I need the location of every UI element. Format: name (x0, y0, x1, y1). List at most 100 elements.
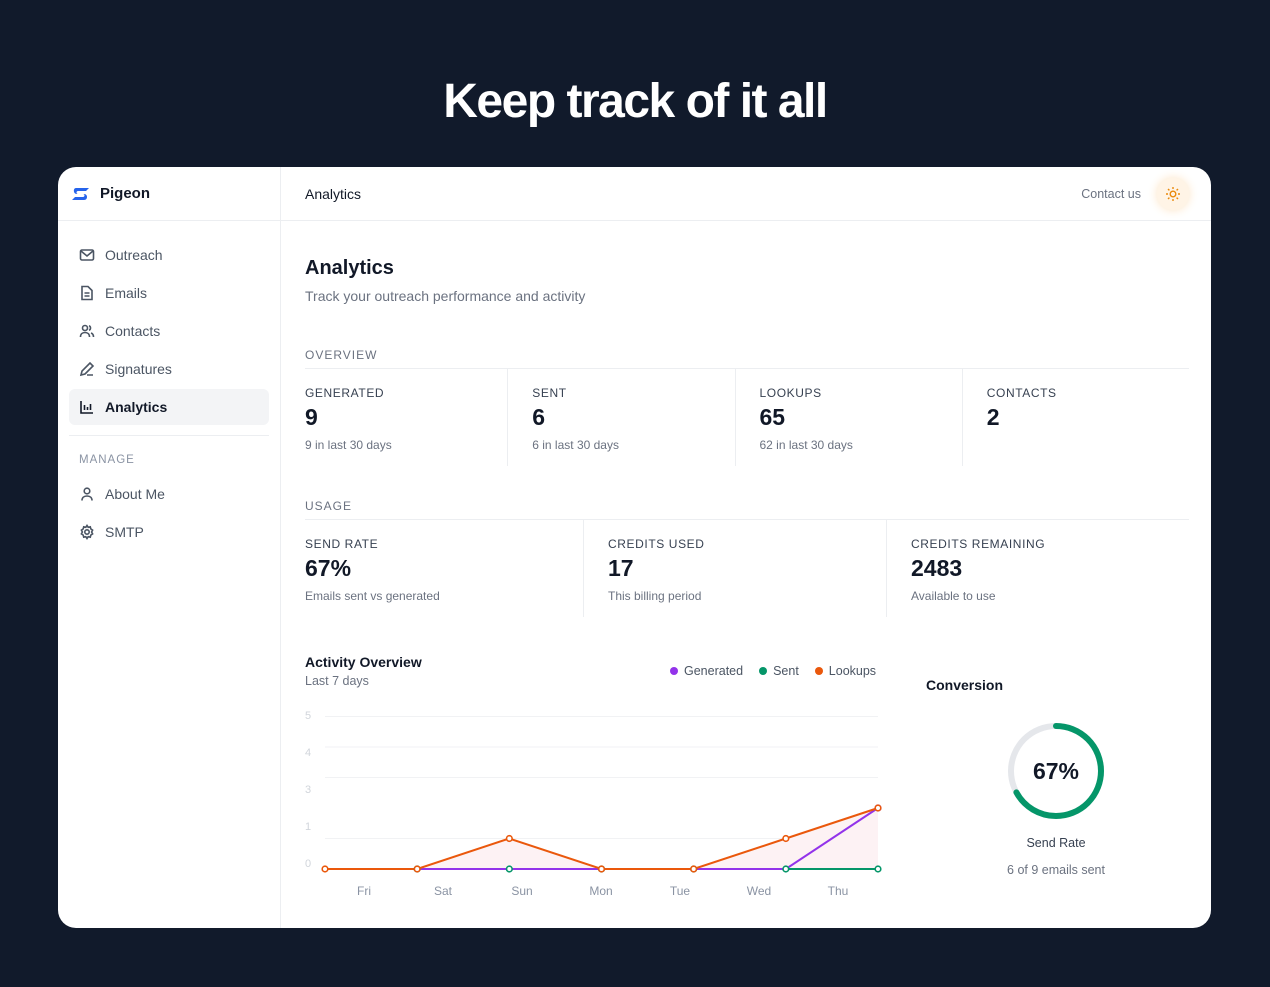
sidebar-item-outreach[interactable]: Outreach (69, 237, 269, 273)
sidebar-item-signatures[interactable]: Signatures (69, 351, 269, 387)
y-tick-label: 5 (305, 710, 311, 722)
activity-chart: 5 4 3 1 0 Fri Sat Sun Mon Tue Wed Thu (305, 710, 882, 898)
stat-card-credits-remaining: CREDITS REMAINING 2483 Available to use (887, 520, 1189, 617)
legend-label: Sent (773, 664, 799, 678)
sidebar-item-label: Emails (105, 285, 148, 301)
sidebar-item-contacts[interactable]: Contacts (69, 313, 269, 349)
stat-card-contacts: CONTACTS 2 (963, 369, 1189, 466)
legend-item-lookups[interactable]: Lookups (814, 664, 877, 678)
mail-icon (79, 249, 95, 261)
bar-chart-icon (80, 401, 93, 414)
stat-value: 65 (759, 404, 786, 430)
x-tick-label: Thu (828, 884, 849, 898)
data-point-lookups (597, 865, 606, 873)
stat-detail: Emails sent vs generated (305, 589, 440, 603)
stat-value: 6 (532, 404, 546, 430)
stat-detail: 62 in last 30 days (759, 438, 853, 452)
data-point-lookups (505, 834, 513, 843)
stat-detail: This billing period (608, 589, 702, 603)
chart-subtitle: Last 7 days (305, 674, 369, 688)
hero-title: Keep track of it all (443, 75, 828, 128)
header-title: Analytics (305, 185, 362, 202)
usage-label: USAGE (305, 499, 1189, 520)
stat-value: 9 (305, 404, 318, 430)
stat-value: 17 (608, 555, 634, 581)
gear-icon (80, 524, 94, 540)
top-bar: Analytics Contact us (281, 167, 1211, 221)
stat-card-lookups: LOOKUPS 65 62 in last 30 days (736, 369, 963, 466)
data-point-lookups (690, 865, 698, 873)
x-tick-label: Wed (747, 884, 771, 898)
stat-detail: Available to use (911, 589, 996, 603)
brand[interactable]: Pigeon (58, 167, 280, 221)
x-tick-label: Tue (670, 884, 691, 898)
stat-detail: 6 in last 30 days (532, 438, 619, 452)
user-icon (81, 487, 93, 501)
pen-icon (79, 361, 95, 377)
page-subtitle: Track your outreach performance and acti… (305, 288, 586, 304)
stat-card-generated: GENERATED 9 9 in last 30 days (305, 369, 509, 466)
activity-header: Activity Overview Last 7 days (305, 654, 422, 688)
page-title: Analytics (305, 257, 394, 279)
stat-label: SENT (532, 386, 567, 400)
sun-icon (1166, 186, 1180, 201)
donut-value: 67% (1033, 758, 1079, 784)
x-tick-label: Mon (589, 884, 612, 898)
sidebar-item-label: SMTP (105, 524, 144, 540)
conversion-title: Conversion (926, 677, 1004, 693)
y-tick-label: 3 (305, 784, 311, 796)
x-tick-label: Fri (357, 884, 371, 898)
chart-title: Activity Overview (305, 654, 422, 670)
file-icon (81, 285, 93, 301)
legend-item-generated[interactable]: Generated (670, 664, 743, 678)
conversion-donut: 67% (1008, 723, 1104, 819)
stat-card-sent: SENT 6 6 in last 30 days (508, 369, 736, 466)
legend-item-sent[interactable]: Sent (759, 664, 799, 678)
overview-label: OVERVIEW (305, 348, 1189, 369)
x-tick-label: Sat (434, 884, 453, 898)
data-point-sent (874, 865, 882, 873)
sidebar-item-label: About Me (105, 486, 165, 502)
stat-label: CONTACTS (986, 386, 1057, 400)
stat-value: 2483 (911, 555, 963, 581)
data-point-sent (782, 865, 790, 873)
sidebar-item-about-me[interactable]: About Me (69, 476, 269, 512)
y-tick-label: 1 (305, 821, 311, 833)
contact-us-link[interactable]: Contact us (1081, 186, 1141, 201)
data-point-sent (505, 865, 513, 873)
stat-label: CREDITS USED (608, 537, 705, 551)
donut-detail: 6 of 9 emails sent (1007, 863, 1105, 877)
legend-label: Lookups (828, 664, 877, 678)
y-tick-label: 4 (305, 747, 311, 759)
usage-cards: SEND RATE 67% Emails sent vs generated CRE… (305, 520, 1189, 617)
donut-progress (1008, 723, 1104, 819)
sidebar-item-label: Contacts (105, 323, 161, 339)
sidebar: Pigeon Outreach Emails Contacts Signatur… (58, 167, 281, 928)
stat-value: 67% (305, 555, 352, 581)
pigeon-logo-icon (72, 187, 89, 200)
stat-detail: 9 in last 30 days (305, 438, 392, 452)
stat-card-send-rate: SEND RATE 67% Emails sent vs generated (305, 520, 584, 617)
app-window: Pigeon Outreach Emails Contacts Signatur… (58, 167, 1211, 928)
stat-label: SEND RATE (305, 537, 379, 551)
legend-dot (814, 667, 823, 675)
donut-label: Send Rate (1026, 836, 1086, 850)
main-content: Analytics Track your outreach performanc… (305, 221, 1189, 617)
sidebar-item-emails[interactable]: Emails (69, 275, 269, 311)
divider (69, 435, 269, 436)
legend-dot (759, 667, 768, 675)
legend-label: Generated (684, 664, 744, 678)
stat-label: GENERATED (305, 386, 385, 400)
theme-toggle-button[interactable] (1157, 177, 1189, 210)
sidebar-item-smtp[interactable]: SMTP (69, 514, 269, 550)
sidebar-item-label: Analytics (105, 399, 168, 415)
stat-label: CREDITS REMAINING (911, 537, 1046, 551)
sidebar-item-analytics[interactable]: Analytics (69, 389, 269, 425)
brand-name: Pigeon (100, 185, 151, 202)
users-icon (79, 324, 95, 338)
stat-value: 2 (986, 404, 1000, 430)
data-point-lookups (874, 804, 882, 812)
y-tick-label: 0 (305, 858, 311, 870)
sidebar-item-label: Signatures (105, 361, 172, 377)
data-point-lookups (413, 865, 421, 873)
